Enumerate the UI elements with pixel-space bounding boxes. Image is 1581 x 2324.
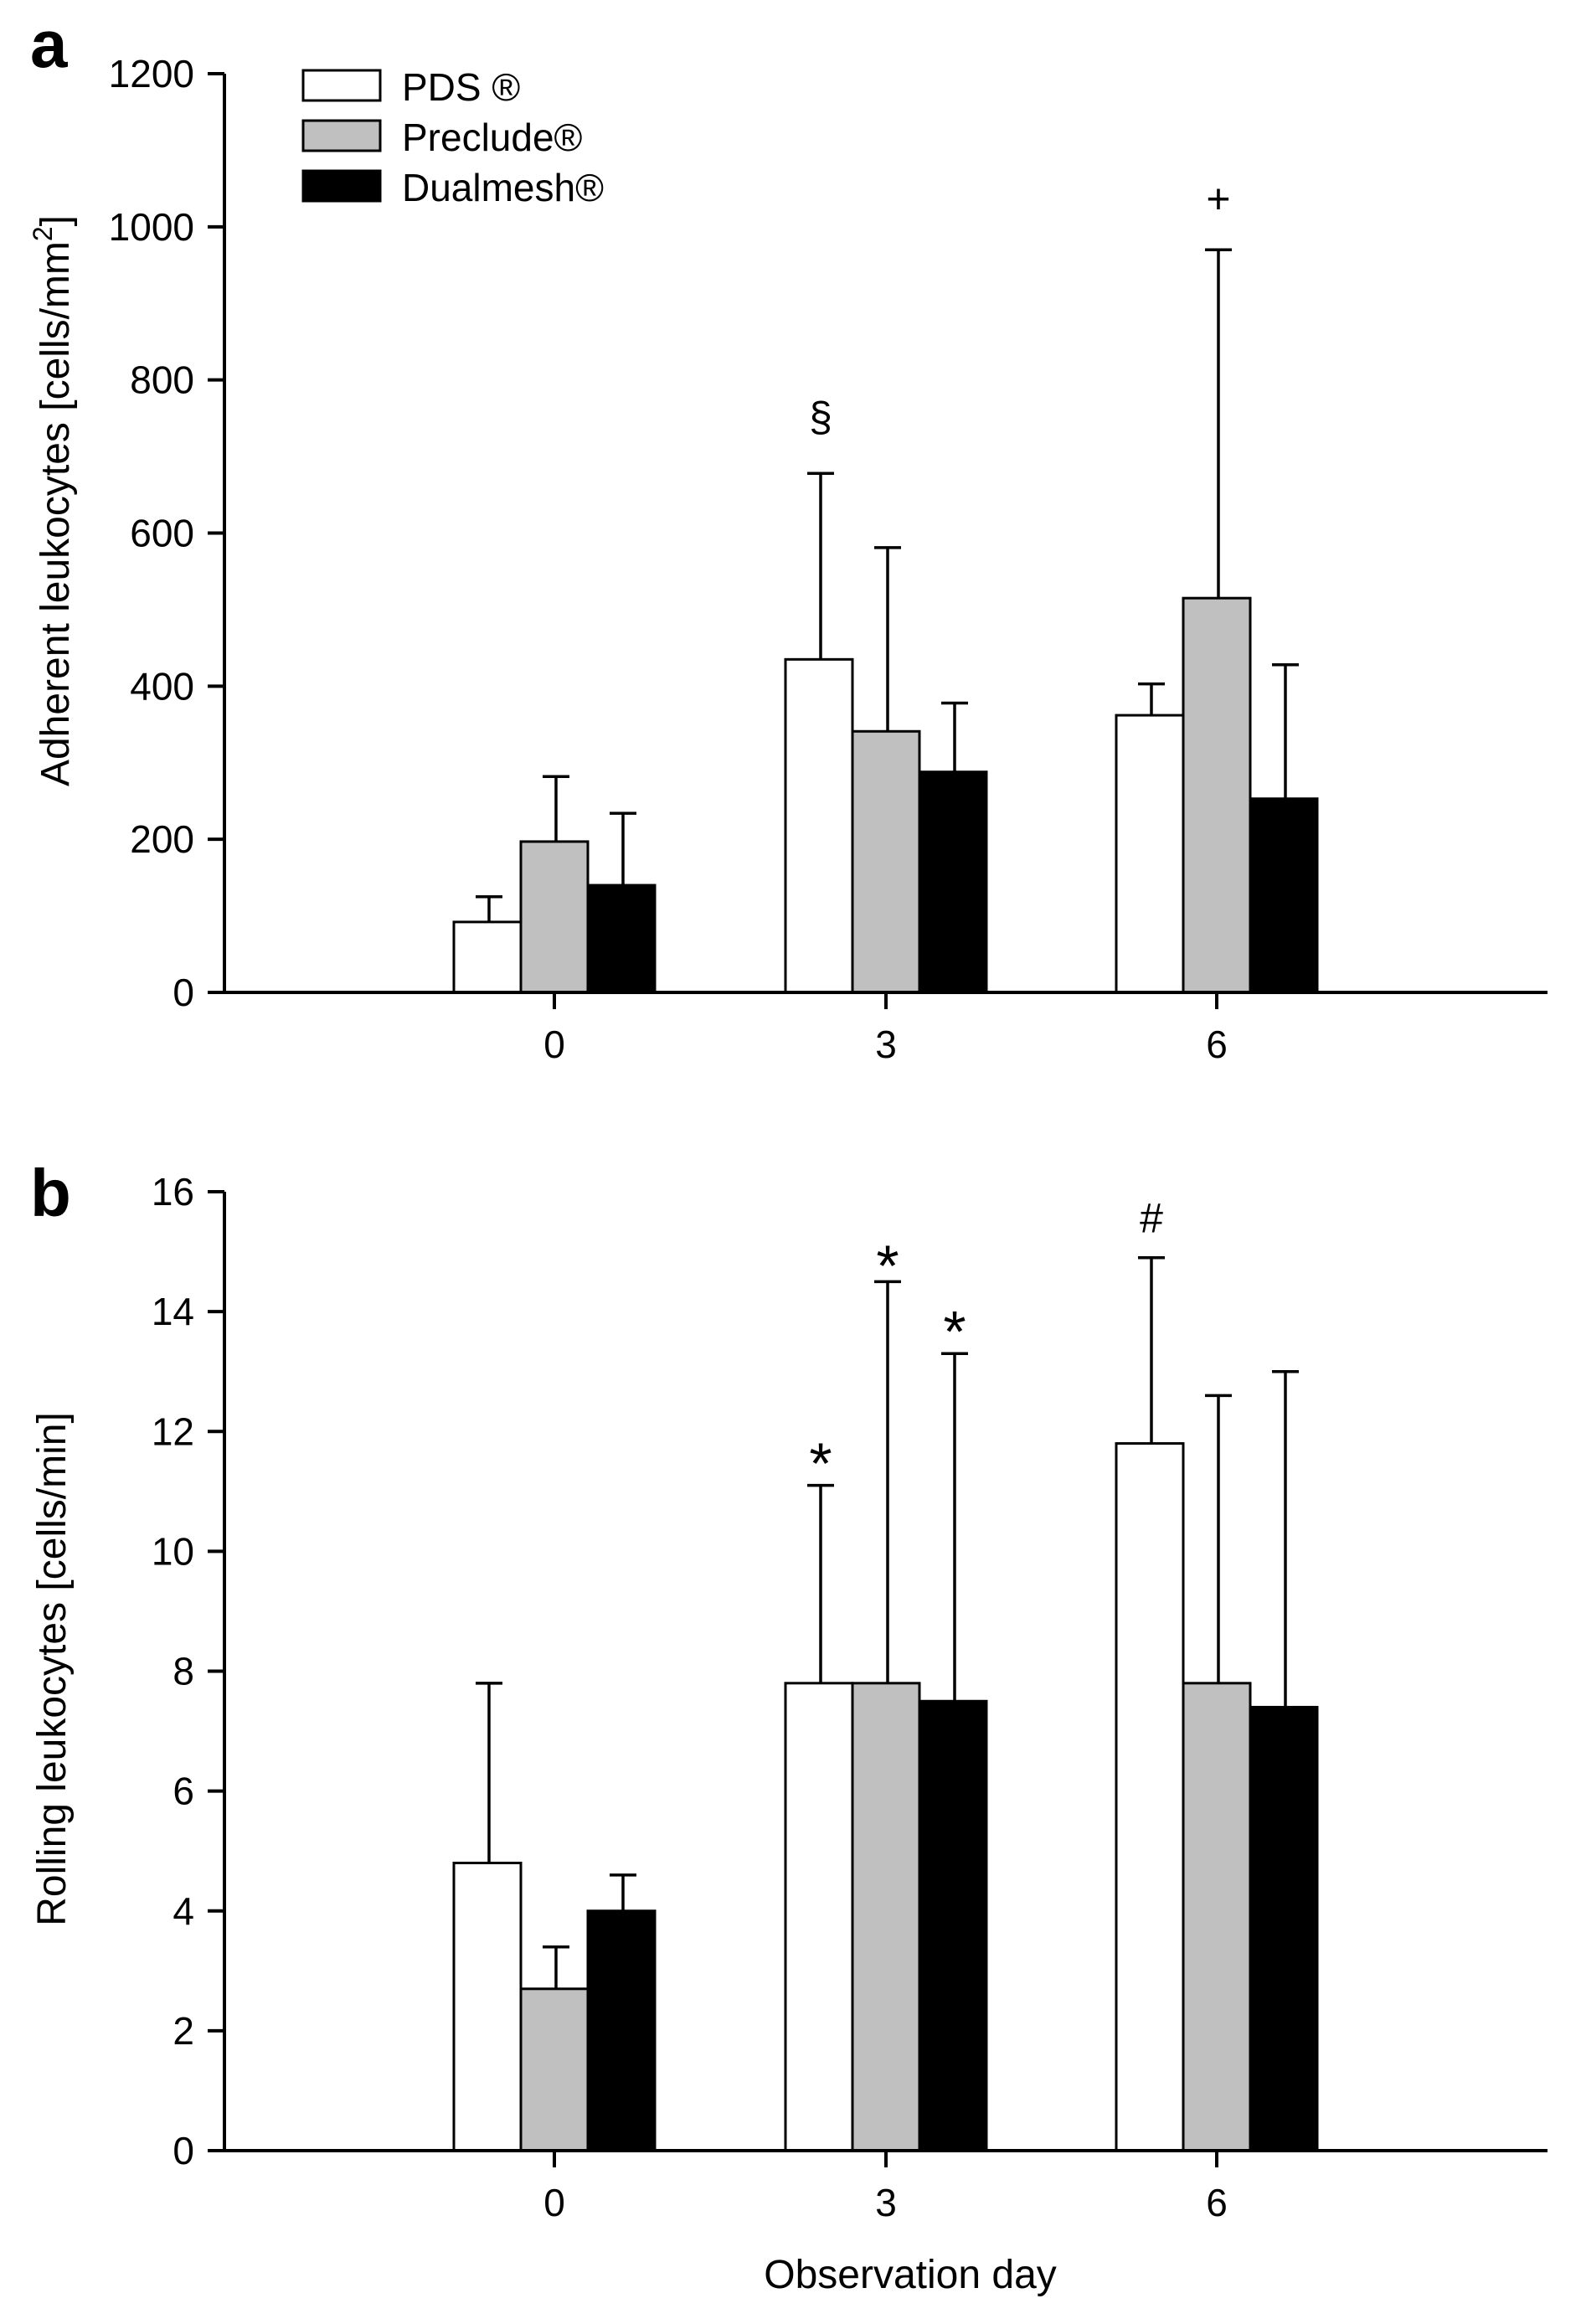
- panel-b-y-tick-label: 16: [152, 1170, 194, 1214]
- panel-b-annotation-marker: *: [943, 1299, 966, 1364]
- panel-a-x-tick-label: 6: [1206, 1023, 1228, 1066]
- panel-a-bar-day6-preclude: [1182, 596, 1252, 994]
- panel-a-bar-day3-dualmesh: [918, 770, 988, 994]
- panel-a-errorbar-day6-pds: [1138, 682, 1165, 716]
- panel-a-x-tick-label: 0: [543, 1023, 565, 1066]
- panel-a-y-tick-label: 1000: [109, 205, 194, 249]
- panel-b-errorbar-day6-dualmesh: [1272, 1369, 1299, 1708]
- panel-b-letter: b: [30, 1156, 71, 1230]
- panel-b-x-tick-label: 3: [875, 2181, 897, 2224]
- legend-swatch-pds: [301, 69, 382, 102]
- panel-b-y-tick-label: 12: [152, 1409, 194, 1453]
- panel-a-errorbar-day6-preclude: [1205, 248, 1232, 599]
- panel-b-y-tick-label: 14: [152, 1290, 194, 1333]
- panel-b-errorbar-day0-pds: [476, 1682, 502, 1863]
- x-axis-title: Observation day: [764, 2253, 1057, 2297]
- panel-b-x-tick-label: 6: [1206, 2181, 1228, 2224]
- panel-a-bar-day6-pds: [1115, 714, 1185, 994]
- panel-b-bar-day0-dualmesh: [586, 1909, 657, 2152]
- panel-a-y-tick-label: 400: [130, 664, 194, 708]
- panel-a-y-tick-label: 200: [130, 817, 194, 861]
- panel-a-y-tick-label: 0: [173, 971, 194, 1014]
- legend: PDS ® Preclude® Dualmesh®: [301, 65, 604, 209]
- panel-b-y-tick-label: 6: [173, 1770, 194, 1813]
- panel-b-annotation-marker: *: [876, 1233, 899, 1298]
- panel-a-errorbar-day6-dualmesh: [1272, 662, 1299, 799]
- panel-a-errorbar-day3-preclude: [874, 546, 901, 732]
- legend-label-pds: PDS ®: [402, 65, 520, 109]
- panel-a-bar-day6-dualmesh: [1249, 797, 1319, 994]
- panel-a-y-tick-label: 800: [130, 358, 194, 402]
- panel-b-errorbar-day0-preclude: [543, 1945, 569, 1989]
- panel-b-bar-day6-pds: [1115, 1442, 1185, 2152]
- panel-a-annotation-marker: +: [1206, 175, 1230, 222]
- panel-a-letter: a: [30, 7, 68, 81]
- panel-b-annotation-marker: *: [809, 1431, 832, 1497]
- panel-b-bar-day0-preclude: [519, 1987, 590, 2152]
- panel-a-chart: a Adherent leukocytes [cells/mm2] 0 200 40…: [28, 7, 1548, 1066]
- legend-swatch-preclude: [301, 119, 382, 152]
- panel-b-errorbar-day3-pds: [807, 1483, 834, 1683]
- panel-a-errorbar-day3-pds: [807, 471, 834, 660]
- panel-a-annotation-marker: §: [809, 394, 832, 441]
- panel-a-errorbar-day3-dualmesh: [941, 701, 968, 772]
- panel-a-bar-day0-dualmesh: [586, 884, 657, 994]
- panel-b-x-tick-label: 0: [543, 2181, 565, 2224]
- legend-label-preclude: Preclude®: [402, 116, 583, 159]
- panel-b-y-axis-title: Rolling leukocytes [cells/min]: [30, 1412, 75, 1926]
- panel-a-bar-day0-pds: [452, 920, 523, 994]
- panel-a-y-axis-title: Adherent leukocytes [cells/mm2]: [28, 215, 78, 786]
- panel-b-errorbar-day3-dualmesh: [941, 1352, 968, 1702]
- panel-b-errorbar-day6-pds: [1138, 1255, 1165, 1444]
- legend-label-dualmesh: Dualmesh®: [402, 166, 604, 209]
- panel-a-y-tick-label: 600: [130, 512, 194, 555]
- panel-b-y-tick-label: 4: [173, 1889, 194, 1933]
- panel-b-bar-day3-dualmesh: [918, 1699, 988, 2152]
- panel-b-annotation-marker: #: [1140, 1195, 1163, 1242]
- panel-b-errorbar-day0-dualmesh: [610, 1873, 636, 1911]
- panel-b-bar-day6-preclude: [1182, 1682, 1252, 2152]
- panel-a-bar-day3-preclude: [851, 729, 921, 994]
- panel-a-y-tick-label: 1200: [109, 52, 194, 95]
- panel-a-bar-day3-pds: [784, 657, 854, 994]
- panel-b-y-tick-label: 2: [173, 2009, 194, 2053]
- panel-b-y-tick-label: 8: [173, 1650, 194, 1693]
- panel-b-bar-day3-pds: [784, 1682, 854, 2152]
- panel-b-errorbar-day3-preclude: [874, 1280, 901, 1683]
- panel-a-errorbar-day0-preclude: [543, 775, 569, 842]
- panel-a-x-tick-label: 3: [875, 1023, 897, 1066]
- panel-a-errorbar-day0-pds: [476, 894, 502, 922]
- panel-b-bar-day0-pds: [452, 1862, 523, 2152]
- panel-a-bar-day0-preclude: [519, 840, 590, 994]
- panel-b-errorbar-day6-preclude: [1205, 1394, 1232, 1683]
- panel-b-y-tick-label: 10: [152, 1529, 194, 1573]
- panel-b-y-tick-label: 0: [173, 2129, 194, 2172]
- panel-b-bar-day3-preclude: [851, 1682, 921, 2152]
- panel-b-chart: b Rolling leukocytes [cells/min] 0 2 4 6 8 10…: [30, 1156, 1548, 2224]
- panel-b-bar-day6-dualmesh: [1249, 1705, 1319, 2152]
- panel-a-errorbar-day0-dualmesh: [610, 812, 636, 886]
- legend-swatch-dualmesh: [301, 169, 382, 203]
